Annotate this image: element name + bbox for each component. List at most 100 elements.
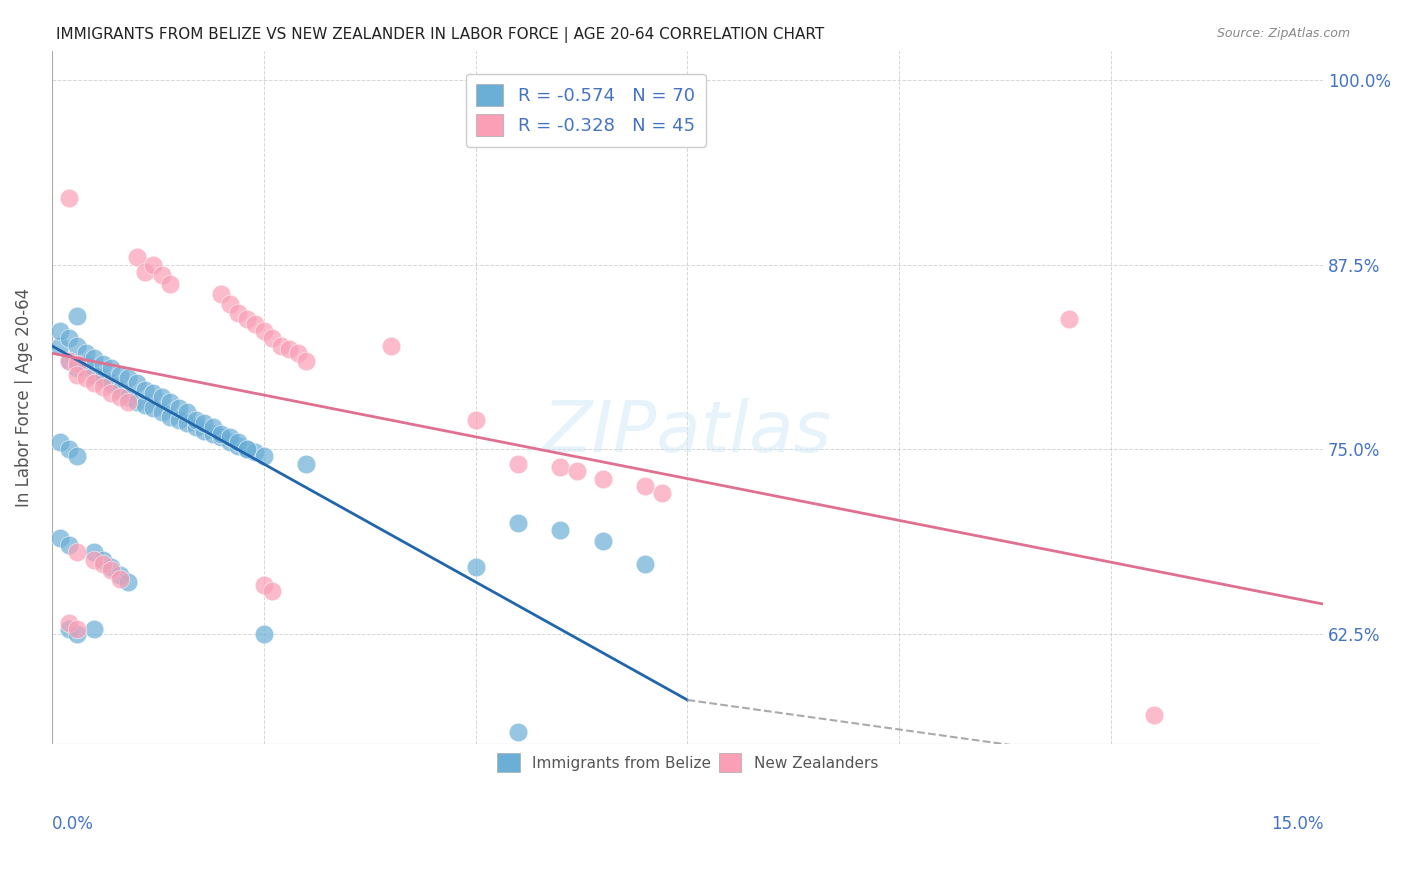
Point	[66, 368, 89, 383]
Point	[295, 457, 318, 471]
Point	[253, 578, 276, 592]
Point	[58, 331, 80, 345]
Point	[550, 523, 572, 537]
Point	[75, 357, 97, 371]
Point	[1057, 312, 1080, 326]
Point	[634, 479, 657, 493]
Point	[117, 371, 139, 385]
Point	[278, 342, 301, 356]
Point	[235, 442, 257, 456]
Point	[567, 464, 589, 478]
Point	[550, 459, 572, 474]
Point	[58, 191, 80, 205]
Text: IMMIGRANTS FROM BELIZE VS NEW ZEALANDER IN LABOR FORCE | AGE 20-64 CORRELATION C: IMMIGRANTS FROM BELIZE VS NEW ZEALANDER …	[56, 27, 824, 43]
Point	[117, 391, 139, 405]
Point	[464, 560, 486, 574]
Point	[262, 583, 284, 598]
Point	[83, 368, 105, 383]
Point	[91, 380, 114, 394]
Point	[100, 560, 122, 574]
Point	[295, 353, 318, 368]
Point	[108, 391, 131, 405]
Point	[75, 346, 97, 360]
Point	[66, 357, 89, 371]
Point	[506, 457, 529, 471]
Point	[134, 398, 156, 412]
Point	[49, 324, 72, 338]
Point	[108, 383, 131, 397]
Point	[226, 439, 249, 453]
Point	[253, 324, 276, 338]
Point	[262, 331, 284, 345]
Point	[634, 558, 657, 572]
Point	[142, 258, 165, 272]
Point	[83, 622, 105, 636]
Point	[201, 427, 224, 442]
Point	[193, 416, 215, 430]
Point	[235, 442, 257, 456]
Point	[218, 297, 240, 311]
Point	[506, 725, 529, 739]
Text: 0.0%: 0.0%	[52, 815, 94, 833]
Point	[134, 265, 156, 279]
Point	[150, 268, 173, 282]
Point	[66, 310, 89, 324]
Point	[91, 357, 114, 371]
Point	[270, 339, 292, 353]
Point	[100, 386, 122, 401]
Point	[159, 277, 181, 291]
Point	[58, 353, 80, 368]
Point	[287, 346, 309, 360]
Point	[209, 430, 232, 444]
Point	[142, 386, 165, 401]
Point	[253, 626, 276, 640]
Point	[117, 395, 139, 409]
Point	[176, 405, 198, 419]
Point	[235, 312, 257, 326]
Point	[83, 376, 105, 390]
Point	[58, 353, 80, 368]
Point	[184, 412, 207, 426]
Point	[91, 558, 114, 572]
Point	[464, 412, 486, 426]
Point	[380, 339, 402, 353]
Point	[150, 405, 173, 419]
Point	[209, 287, 232, 301]
Point	[83, 553, 105, 567]
Point	[58, 616, 80, 631]
Point	[167, 412, 190, 426]
Point	[91, 371, 114, 385]
Point	[100, 361, 122, 376]
Point	[100, 376, 122, 390]
Text: 15.0%: 15.0%	[1271, 815, 1323, 833]
Point	[125, 376, 148, 390]
Point	[226, 306, 249, 320]
Point	[167, 401, 190, 415]
Point	[592, 533, 614, 548]
Point	[651, 486, 673, 500]
Point	[58, 622, 80, 636]
Point	[506, 516, 529, 530]
Point	[49, 531, 72, 545]
Text: ZIPatlas: ZIPatlas	[543, 398, 832, 467]
Point	[592, 472, 614, 486]
Point	[218, 434, 240, 449]
Point	[83, 545, 105, 559]
Point	[66, 339, 89, 353]
Point	[243, 317, 266, 331]
Point	[58, 538, 80, 552]
Point	[134, 383, 156, 397]
Point	[125, 250, 148, 264]
Point	[201, 420, 224, 434]
Point	[108, 572, 131, 586]
Point	[142, 401, 165, 415]
Point	[253, 450, 276, 464]
Point	[49, 339, 72, 353]
Point	[58, 442, 80, 456]
Point	[66, 361, 89, 376]
Point	[243, 445, 266, 459]
Point	[66, 545, 89, 559]
Point	[209, 427, 232, 442]
Point	[66, 622, 89, 636]
Point	[49, 434, 72, 449]
